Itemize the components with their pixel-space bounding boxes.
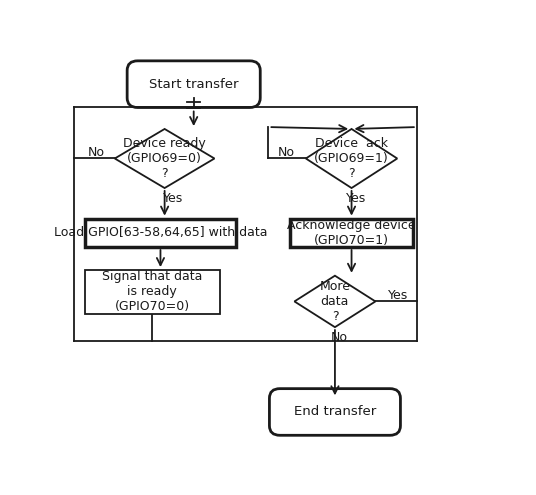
- Bar: [85, 270, 220, 314]
- Bar: [85, 218, 236, 247]
- Text: Start transfer: Start transfer: [149, 78, 239, 91]
- Text: No: No: [331, 331, 347, 344]
- Text: Device ready
(GPIO69=0)
?: Device ready (GPIO69=0) ?: [123, 137, 206, 180]
- Text: Acknowledge device
(GPIO70=1): Acknowledge device (GPIO70=1): [287, 219, 416, 247]
- Text: Load GPIO[63-58,64,65] with data: Load GPIO[63-58,64,65] with data: [54, 226, 267, 239]
- FancyBboxPatch shape: [270, 389, 400, 435]
- Text: No: No: [87, 147, 105, 159]
- Text: No: No: [278, 147, 294, 159]
- Polygon shape: [306, 129, 397, 188]
- Polygon shape: [115, 129, 214, 188]
- Bar: [291, 218, 413, 247]
- Polygon shape: [294, 276, 375, 327]
- Text: Device  ack
(GPIO69=1)
?: Device ack (GPIO69=1) ?: [314, 137, 389, 180]
- FancyBboxPatch shape: [127, 61, 260, 107]
- Text: Yes: Yes: [163, 192, 183, 205]
- Text: Signal that data
is ready
(GPIO70=0): Signal that data is ready (GPIO70=0): [102, 270, 203, 313]
- Text: More
data
?: More data ?: [319, 280, 351, 323]
- Text: End transfer: End transfer: [294, 405, 376, 418]
- Text: Yes: Yes: [388, 289, 408, 302]
- Text: Yes: Yes: [346, 192, 366, 205]
